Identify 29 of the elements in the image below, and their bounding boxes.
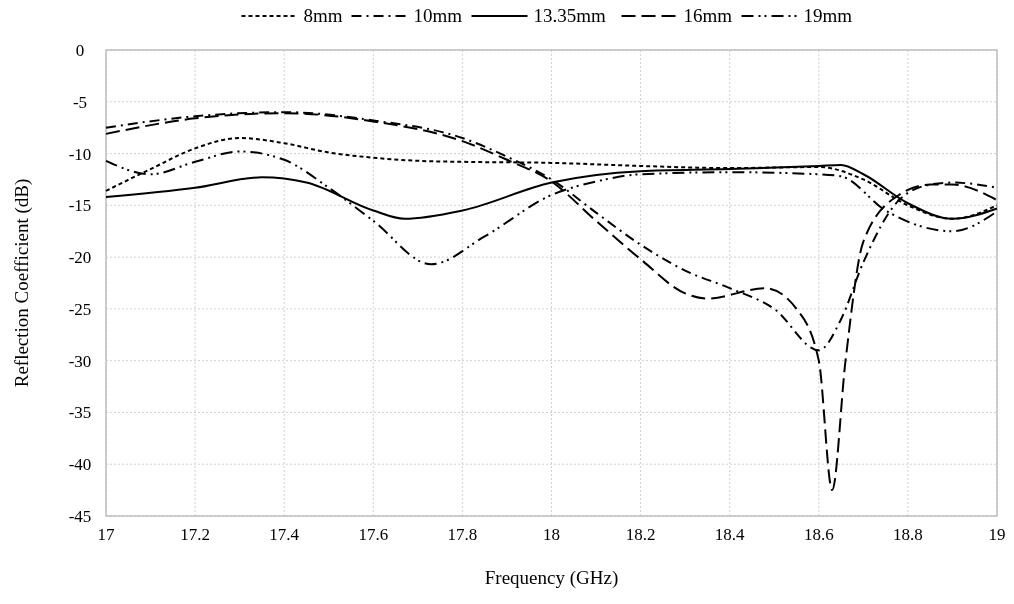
y-tick-label: 0 (75, 41, 85, 60)
x-tick-label: 17.6 (358, 525, 389, 544)
x-tick-label: 18 (543, 525, 560, 544)
y-tick-label: -30 (68, 351, 92, 371)
x-tick-label: 17.2 (180, 525, 210, 544)
x-tick-label: 17.8 (447, 525, 478, 544)
legend-label: 13.35mm (533, 5, 607, 26)
x-tick-label: 18.2 (625, 525, 656, 544)
legend-label: 10mm (413, 5, 463, 26)
x-tick-label: 17 (97, 525, 115, 544)
x-tick-label: 18.4 (714, 525, 746, 544)
y-tick-label: -40 (68, 455, 92, 475)
y-tick-label: -10 (68, 144, 92, 164)
y-tick-label: -15 (68, 196, 92, 216)
y-axis-title: Reflection Coefficient (dB) (11, 178, 33, 388)
line-series (105, 112, 998, 492)
legend-label: 19mm (803, 5, 853, 26)
legend-label: 8mm (303, 5, 343, 26)
x-tick-label: 18.8 (893, 525, 923, 544)
legend-label: 16mm (683, 5, 733, 26)
y-tick-label: -45 (68, 507, 92, 526)
x-tick-label: 19 (988, 525, 1006, 544)
y-tick-label: -35 (68, 403, 92, 423)
x-tick-label: 17.4 (269, 525, 300, 544)
x-tick-label: 18.6 (803, 525, 834, 544)
y-tick-label: -20 (68, 248, 92, 268)
x-axis-title: Frequency (GHz) (484, 567, 619, 589)
y-tick-label: -5 (72, 92, 88, 112)
y-tick-label: -25 (68, 299, 92, 319)
